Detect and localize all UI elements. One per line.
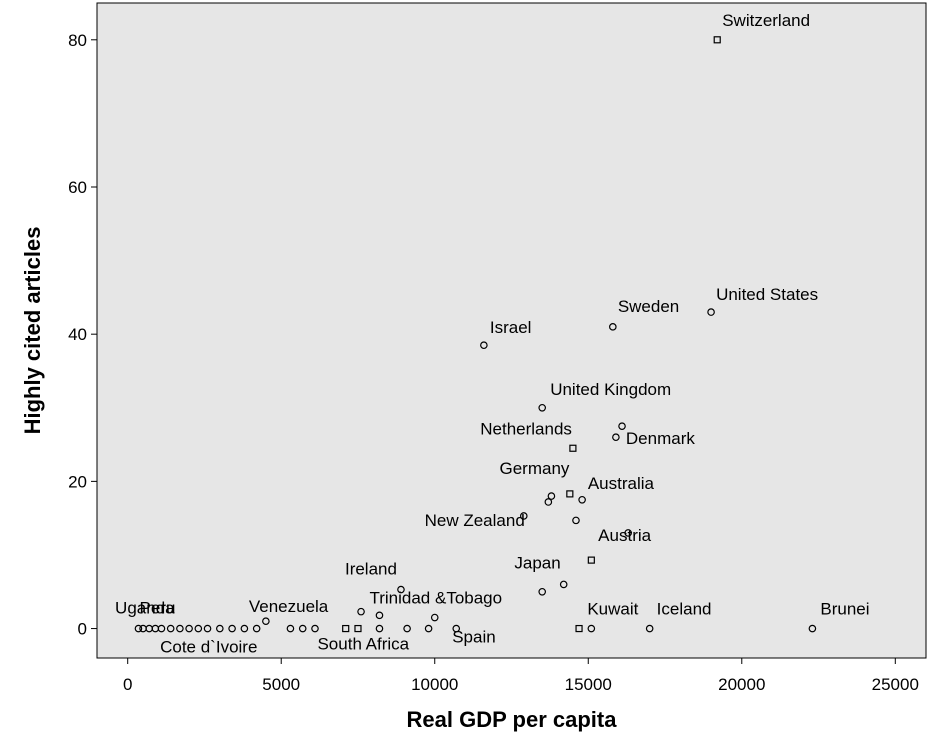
x-tick-label: 15000 <box>565 675 612 694</box>
y-tick-label: 60 <box>68 178 87 197</box>
data-point <box>286 624 295 633</box>
point-label: Iceland <box>657 600 712 619</box>
point-label: Denmark <box>626 429 695 448</box>
point-label: United States <box>716 285 818 304</box>
y-axis: 0 20 40 60 80 <box>68 31 97 639</box>
data-point <box>578 495 586 504</box>
x-tick-label: 0 <box>123 675 132 694</box>
point-label: Peru <box>140 599 176 618</box>
data-point <box>569 444 577 452</box>
point-label: United Kingdom <box>550 380 671 399</box>
y-axis-title: Highly cited articles <box>20 227 45 435</box>
data-point <box>311 624 319 633</box>
y-tick-label: 40 <box>68 325 87 344</box>
data-point <box>566 490 574 498</box>
point-labels: Switzerland United States Sweden Israel Unit… <box>115 11 869 657</box>
data-point <box>240 624 249 633</box>
point-label: South Africa <box>317 635 409 654</box>
data-point <box>342 624 350 633</box>
data-points <box>134 36 817 633</box>
data-point <box>713 36 721 44</box>
point-label: Japan <box>514 553 560 572</box>
data-point <box>375 624 384 633</box>
x-tick-label: 25000 <box>872 675 919 694</box>
data-point <box>572 516 580 525</box>
data-point <box>216 624 224 633</box>
data-point <box>587 556 595 564</box>
point-label: Israel <box>490 318 532 337</box>
data-point <box>609 323 617 331</box>
point-label: Germany <box>499 459 569 478</box>
data-point <box>403 624 411 633</box>
data-point <box>203 624 212 633</box>
data-point <box>480 341 488 350</box>
data-point <box>808 624 817 633</box>
data-point <box>252 624 261 633</box>
data-point <box>424 624 433 633</box>
data-point <box>707 308 715 316</box>
x-tick-label: 10000 <box>411 675 458 694</box>
y-tick-label: 0 <box>78 620 87 639</box>
point-label: Ireland <box>345 560 397 579</box>
point-label: Trinidad &Tobago <box>369 588 502 607</box>
data-point <box>544 498 553 506</box>
point-label: Spain <box>452 628 495 647</box>
x-tick-label: 5000 <box>262 675 300 694</box>
data-point <box>547 492 556 500</box>
data-point <box>185 624 193 633</box>
data-point <box>357 607 365 616</box>
data-point <box>624 529 632 537</box>
y-tick-label: 80 <box>68 31 87 50</box>
data-point <box>176 624 184 633</box>
point-label: Cote d`Ivoire <box>160 638 257 657</box>
point-label: Kuwait <box>587 600 638 619</box>
data-point <box>559 580 568 589</box>
point-label: Netherlands <box>480 419 572 438</box>
x-axis-title: Real GDP per capita <box>407 707 618 732</box>
data-point <box>228 624 236 633</box>
data-point <box>298 624 307 633</box>
point-label: New Zealand <box>425 511 525 530</box>
data-point <box>194 624 203 633</box>
point-label: Australia <box>588 474 655 493</box>
data-point <box>354 624 362 633</box>
plot-area <box>96 2 927 659</box>
data-point <box>612 433 620 442</box>
data-point <box>575 624 583 633</box>
point-label: Venezuela <box>249 597 329 616</box>
data-point <box>519 512 528 520</box>
data-point <box>134 624 143 633</box>
point-label: Austria <box>598 526 651 545</box>
data-point <box>452 624 461 633</box>
data-point <box>375 611 384 620</box>
point-label: Uganda <box>115 599 175 618</box>
data-point <box>618 422 626 430</box>
data-point <box>166 624 175 633</box>
data-point <box>587 624 596 633</box>
data-point <box>538 587 547 596</box>
point-label: Switzerland <box>722 11 810 30</box>
data-point <box>262 617 270 626</box>
y-tick-label: 20 <box>68 472 87 491</box>
point-label: Brunei <box>820 600 869 619</box>
x-tick-label: 20000 <box>718 675 765 694</box>
data-point <box>397 585 405 594</box>
data-point <box>139 624 147 633</box>
x-axis: 0 5000 10000 15000 20000 25000 <box>123 658 919 694</box>
data-point <box>430 613 439 622</box>
data-point <box>645 624 654 633</box>
data-point <box>538 403 547 412</box>
point-label: Sweden <box>618 297 679 316</box>
